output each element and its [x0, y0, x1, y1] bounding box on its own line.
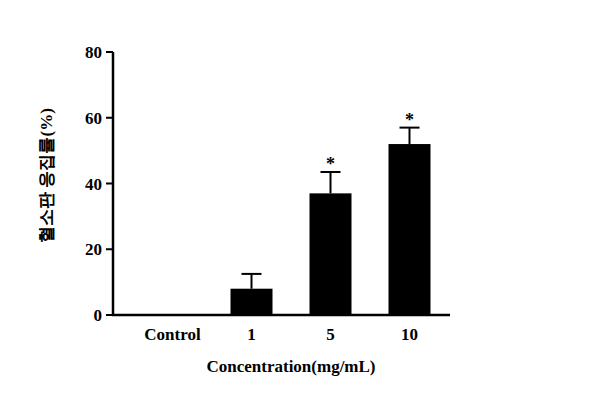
bar — [389, 144, 431, 315]
chart-svg: * * 0 20 40 60 80 Control 1 5 10 Concentration(mg/m… — [0, 0, 597, 397]
y-tick — [106, 314, 113, 316]
bars — [231, 128, 431, 315]
x-axis-label: Concentration(mg/mL) — [206, 357, 375, 376]
chart-container: * * 0 20 40 60 80 Control 1 5 10 Concentration(mg/m… — [0, 0, 597, 397]
x-tick-label: 5 — [326, 325, 335, 344]
bar — [231, 289, 273, 315]
x-tick-label: 1 — [247, 325, 256, 344]
y-tick-label: 80 — [85, 43, 102, 62]
significance-mark: * — [326, 154, 335, 174]
y-tick — [106, 117, 113, 119]
y-tick — [106, 183, 113, 185]
y-tick — [106, 51, 113, 53]
bar — [310, 193, 352, 315]
y-tick-label: 40 — [85, 175, 102, 194]
y-tick-label: 0 — [94, 306, 103, 325]
significance-mark: * — [405, 110, 414, 130]
y-axis-label: 혈소판 응집률(%) — [37, 108, 56, 243]
x-axis-line — [112, 314, 450, 317]
y-tick-label: 60 — [85, 109, 102, 128]
error-bar — [321, 172, 341, 193]
x-tick-label: Control — [144, 325, 201, 344]
x-tick-label: 10 — [401, 325, 418, 344]
error-bar — [242, 274, 262, 289]
error-bar — [400, 128, 420, 144]
y-tick-label: 20 — [85, 240, 102, 259]
y-tick — [106, 248, 113, 250]
